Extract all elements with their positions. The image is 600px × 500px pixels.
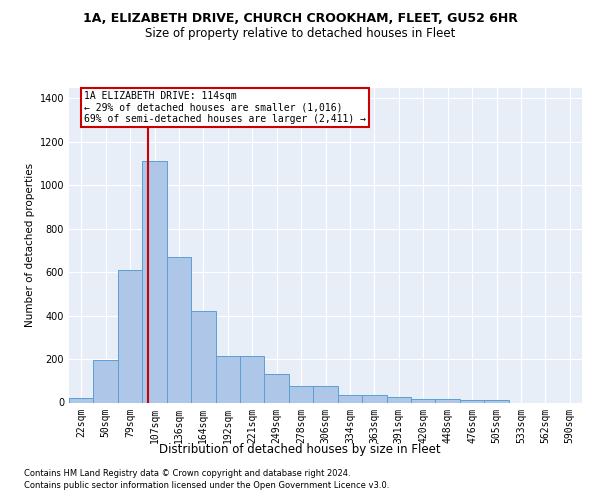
Bar xyxy=(484,400,509,402)
Bar xyxy=(118,270,142,402)
Text: 1A ELIZABETH DRIVE: 114sqm
← 29% of detached houses are smaller (1,016)
69% of s: 1A ELIZABETH DRIVE: 114sqm ← 29% of deta… xyxy=(83,91,365,124)
Bar xyxy=(265,374,289,402)
Bar xyxy=(240,356,265,403)
Bar xyxy=(94,360,118,403)
Bar xyxy=(215,356,240,403)
Bar xyxy=(436,399,460,402)
Text: Contains public sector information licensed under the Open Government Licence v3: Contains public sector information licen… xyxy=(24,481,389,490)
Bar xyxy=(362,395,386,402)
Text: Size of property relative to detached houses in Fleet: Size of property relative to detached ho… xyxy=(145,28,455,40)
Bar xyxy=(167,257,191,402)
Bar xyxy=(142,162,167,402)
Bar xyxy=(386,397,411,402)
Text: Distribution of detached houses by size in Fleet: Distribution of detached houses by size … xyxy=(159,442,441,456)
Text: Contains HM Land Registry data © Crown copyright and database right 2024.: Contains HM Land Registry data © Crown c… xyxy=(24,469,350,478)
Bar xyxy=(460,400,484,402)
Bar xyxy=(313,386,338,402)
Bar xyxy=(69,398,94,402)
Text: 1A, ELIZABETH DRIVE, CHURCH CROOKHAM, FLEET, GU52 6HR: 1A, ELIZABETH DRIVE, CHURCH CROOKHAM, FL… xyxy=(83,12,517,26)
Bar xyxy=(338,395,362,402)
Bar xyxy=(289,386,313,402)
Y-axis label: Number of detached properties: Number of detached properties xyxy=(25,163,35,327)
Bar xyxy=(191,312,215,402)
Bar xyxy=(411,399,436,402)
